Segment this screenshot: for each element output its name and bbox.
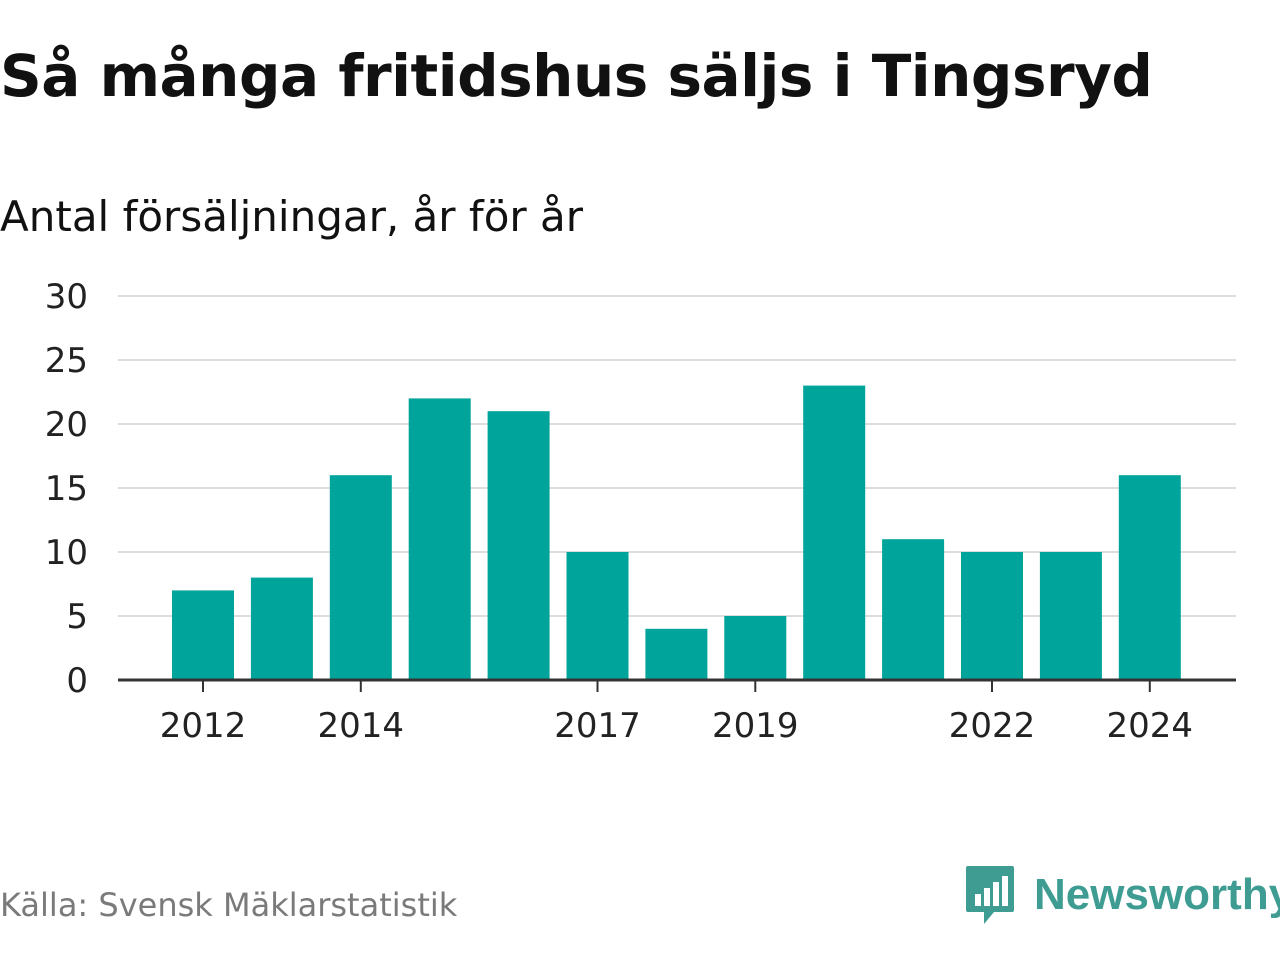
bar (724, 616, 787, 680)
y-tick-label: 0 (66, 661, 88, 701)
y-tick-label: 15 (45, 469, 88, 509)
x-tick-label: 2019 (712, 706, 799, 746)
chart-subtitle: Antal försäljningar, år för år (0, 192, 584, 241)
x-tick-label: 2022 (949, 706, 1036, 746)
bar (566, 552, 629, 680)
brand-name: Newsworthy (1034, 870, 1280, 919)
x-tick-label: 2024 (1107, 706, 1194, 746)
bar (645, 628, 708, 680)
bar (961, 552, 1023, 680)
chart-title: Så många fritidshus säljs i Tingsryd (0, 42, 1153, 110)
x-tick-label: 2014 (318, 706, 405, 746)
bar (882, 539, 945, 680)
y-tick-label: 5 (66, 597, 88, 637)
source-note: Källa: Svensk Mäklarstatistik (0, 886, 458, 924)
brand-logo: Newsworthy (964, 864, 1280, 926)
x-tick-label: 2012 (160, 706, 247, 746)
bar (1118, 475, 1181, 680)
y-tick-label: 30 (45, 277, 88, 317)
bar (408, 398, 471, 680)
bar (329, 475, 392, 680)
newsworthy-logo-icon (966, 866, 1014, 924)
bar (250, 577, 313, 680)
bar (487, 411, 550, 680)
y-tick-label: 25 (45, 341, 88, 381)
x-tick-label: 2017 (554, 706, 641, 746)
y-tick-label: 20 (45, 405, 88, 445)
bar (1039, 552, 1102, 680)
bar (172, 590, 234, 680)
y-tick-label: 10 (45, 533, 88, 573)
bar (803, 385, 866, 680)
